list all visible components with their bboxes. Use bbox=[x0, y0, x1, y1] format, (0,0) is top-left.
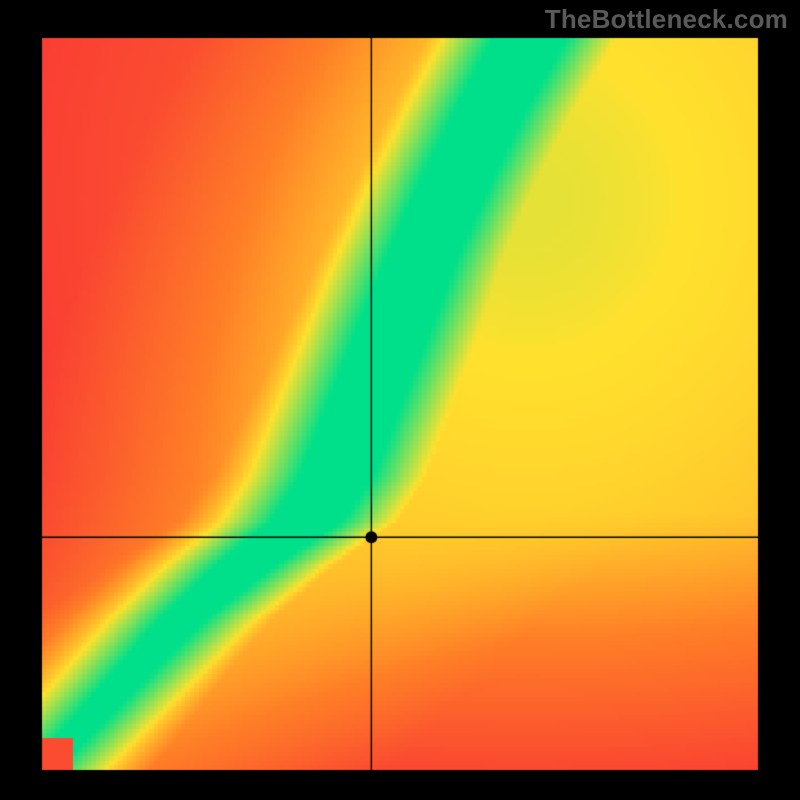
bottleneck-heatmap-canvas bbox=[0, 0, 800, 800]
watermark-label: TheBottleneck.com bbox=[545, 4, 788, 35]
chart-stage: TheBottleneck.com bbox=[0, 0, 800, 800]
